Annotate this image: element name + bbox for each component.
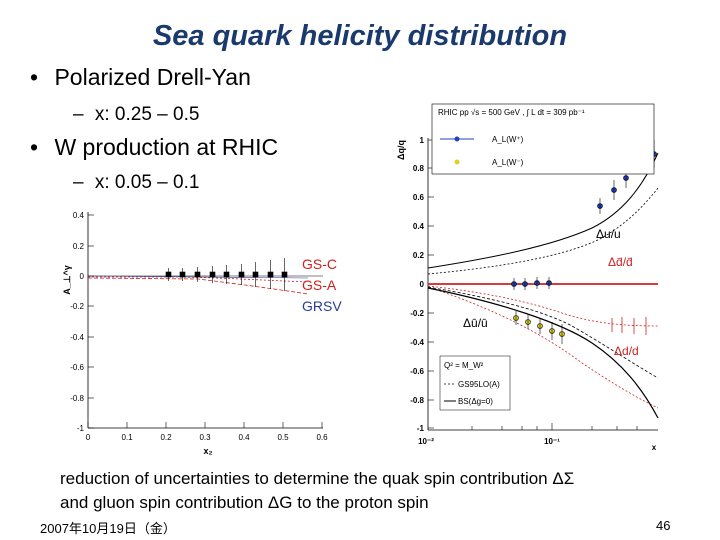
dubar-dotted-curve bbox=[427, 285, 659, 327]
slide-date: 2007年10月19日（金） bbox=[40, 521, 176, 536]
dd-dashed-curve bbox=[427, 286, 659, 379]
gs-c-curve bbox=[88, 276, 309, 283]
right-ytick: -0.6 bbox=[410, 367, 424, 376]
left-xtick: 0.1 bbox=[121, 433, 133, 442]
sub-bullet-drell-yan-range: – x: 0.25 – 0.5 bbox=[73, 104, 199, 126]
left-xtick: 0.3 bbox=[199, 433, 211, 442]
right-ytick: -0.2 bbox=[410, 309, 424, 318]
sub-text: x: 0.25 – 0.5 bbox=[94, 104, 200, 125]
inset-gs95: GS95LO(A) bbox=[458, 380, 500, 389]
w-minus-legend-marker bbox=[454, 159, 460, 165]
right-ytick: -0.4 bbox=[410, 338, 424, 347]
du-u-solid-curve bbox=[427, 152, 659, 269]
label-ddbar: Δd̄/d̄ bbox=[608, 255, 633, 269]
left-ytick: -0.4 bbox=[70, 333, 84, 342]
inset-bs: BS(Δg=0) bbox=[458, 397, 493, 406]
sub-bullet-w-range: – x: 0.05 – 0.1 bbox=[73, 172, 199, 194]
inset-q2: Q² = M_W² bbox=[444, 361, 484, 370]
caption-line-2: and gluon spin contribution ΔG to the pr… bbox=[60, 493, 429, 512]
right-xtick: 10⁻¹ bbox=[544, 437, 560, 446]
right-helicity-plot: 1 0.8 0.6 0.4 0.2 0 -0.2 -0.4 -0.6 -0.8 … bbox=[396, 103, 659, 452]
left-ytick: -0.6 bbox=[70, 363, 84, 372]
left-xtick: 0 bbox=[86, 433, 91, 442]
gs-a-curve bbox=[87, 277, 309, 295]
left-ytick: -0.8 bbox=[70, 394, 84, 403]
label-du-u: Δu/u bbox=[596, 227, 621, 241]
left-ytick: -0.2 bbox=[70, 302, 84, 311]
left-xtick: 0.5 bbox=[277, 433, 289, 442]
dd-dotted-curve bbox=[427, 286, 659, 409]
right-ytick: -0.8 bbox=[410, 396, 424, 405]
bullet-text: W production at RHIC bbox=[54, 134, 279, 160]
left-ytick: -1 bbox=[77, 424, 85, 433]
left-xtick: 0.4 bbox=[238, 433, 250, 442]
right-ytick: 0 bbox=[420, 280, 425, 289]
legend-w-plus: A_L(W⁺) bbox=[492, 135, 524, 144]
right-ytick: 1 bbox=[420, 136, 425, 145]
dd-solid-curve bbox=[427, 287, 659, 419]
label-dubar: Δū/ū bbox=[463, 316, 488, 330]
w-plus-legend-marker bbox=[454, 136, 460, 142]
page-number: 46 bbox=[656, 518, 671, 533]
du-u-dotted-curve bbox=[427, 187, 659, 275]
label-dd: Δd/d bbox=[614, 344, 639, 358]
right-ytick: 0.6 bbox=[413, 193, 425, 202]
legend-gs-c: GS-C bbox=[302, 256, 337, 272]
left-xlabel: x₂ bbox=[203, 446, 212, 456]
legend-gs-a: GS-A bbox=[302, 277, 337, 293]
bullet-text: Polarized Drell-Yan bbox=[54, 64, 251, 90]
left-asymmetry-plot: 0.4 0.2 0 -0.2 -0.4 -0.6 -0.8 -1 0 0.1 0… bbox=[62, 211, 328, 456]
sub-symbol: – bbox=[73, 172, 84, 193]
left-xtick: 0.6 bbox=[316, 433, 328, 442]
left-ytick: 0.2 bbox=[73, 242, 85, 251]
bullet-symbol: • bbox=[30, 64, 39, 90]
legend-header: RHIC pp √s = 500 GeV , ∫ L dt = 309 pb⁻¹ bbox=[438, 108, 585, 117]
bullet-symbol: • bbox=[30, 134, 39, 160]
left-ytick: 0 bbox=[80, 272, 85, 281]
right-ytick: 0.2 bbox=[413, 251, 425, 260]
bullet-drell-yan: • Polarized Drell-Yan bbox=[30, 64, 251, 91]
left-ytick: 0.4 bbox=[73, 211, 85, 220]
legend-w-minus: A_L(W⁻) bbox=[492, 158, 524, 167]
bullet-w-production: • W production at RHIC bbox=[30, 134, 278, 161]
right-ytick: 0.4 bbox=[413, 222, 425, 231]
right-ylabel: Δq/q bbox=[396, 140, 406, 160]
sub-symbol: – bbox=[73, 104, 84, 125]
right-ytick: -1 bbox=[417, 424, 425, 433]
legend-grsv: GRSV bbox=[302, 298, 342, 314]
slide-caption: reduction of uncertainties to determine … bbox=[60, 467, 700, 515]
left-xtick: 0.2 bbox=[160, 433, 172, 442]
right-xtick: 10⁻² bbox=[418, 437, 434, 446]
slide-title: Sea quark helicity distribution bbox=[152, 20, 568, 52]
right-ytick: 0.8 bbox=[413, 164, 425, 173]
sub-text: x: 0.05 – 0.1 bbox=[94, 172, 200, 193]
right-xlabel: x bbox=[652, 443, 657, 452]
caption-line-1: reduction of uncertainties to determine … bbox=[60, 469, 575, 488]
left-ylabel: A_⊥^γ bbox=[62, 265, 72, 295]
